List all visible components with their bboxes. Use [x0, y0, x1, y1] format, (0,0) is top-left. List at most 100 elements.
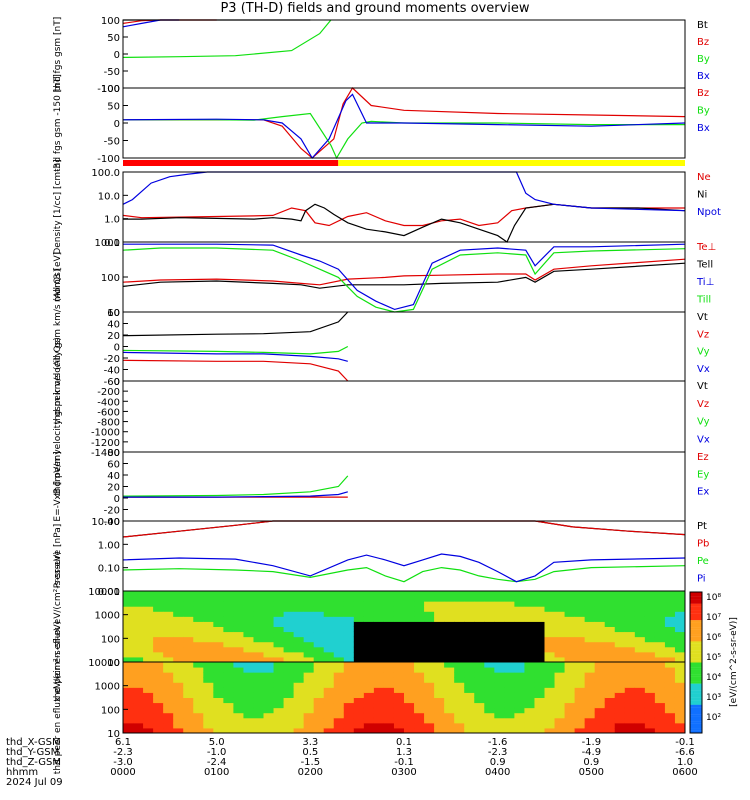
heat-cell [624, 707, 636, 714]
y-tick-label: 100 [101, 16, 120, 27]
heat-cell [353, 646, 365, 653]
heat-cell [203, 682, 214, 688]
heat-cell [604, 611, 616, 617]
heat-cell [183, 606, 194, 612]
heat-cell [584, 611, 596, 617]
heat-cell [454, 692, 465, 698]
heat-cell [243, 616, 254, 622]
heat-cell [624, 667, 636, 673]
heat-cell [444, 677, 455, 683]
heat-cell [634, 717, 646, 724]
heat-cell [634, 606, 646, 612]
heat-cell [263, 591, 275, 597]
heat-cell [343, 596, 355, 602]
heat-cell [514, 646, 525, 653]
heat-cell [424, 621, 435, 627]
heat-cell [474, 631, 485, 638]
heat-cell [514, 707, 525, 714]
heat-cell [594, 682, 606, 688]
heat-cell [203, 631, 214, 638]
heat-cell [484, 596, 495, 602]
heat-cell [574, 662, 586, 668]
y-tick-label: 1000 [95, 238, 120, 249]
heat-cell [644, 616, 656, 622]
heat-cell [223, 682, 234, 688]
heat-cell [574, 667, 586, 673]
heat-cell [584, 712, 596, 719]
heat-cell [484, 636, 495, 643]
heat-cell [293, 697, 305, 704]
heat-cell [353, 641, 365, 648]
heat-cell [143, 641, 154, 648]
heat-cell [544, 601, 556, 607]
heat-cell [674, 722, 686, 729]
heat-cell [584, 727, 596, 734]
heat-cell [634, 601, 646, 607]
heat-cell [514, 727, 525, 734]
heat-cell [624, 596, 636, 602]
heat-cell [664, 727, 676, 734]
heat-cell [173, 692, 184, 698]
heat-cell [554, 621, 566, 627]
heat-cell [293, 596, 305, 602]
heat-cell [454, 722, 465, 729]
heat-cell [514, 641, 525, 648]
heat-cell [534, 717, 545, 724]
heat-cell [193, 606, 204, 612]
heat-cell [564, 596, 576, 602]
heat-cell [434, 606, 445, 612]
y-tick-label: 1000 [95, 682, 120, 693]
colorbar-segment [690, 653, 702, 656]
y-tick-label: 100 [101, 273, 120, 284]
heat-cell [253, 677, 264, 683]
heat-cell [143, 616, 154, 622]
heat-cell [484, 616, 495, 622]
heat-cell [434, 722, 445, 729]
heat-cell [444, 591, 455, 597]
heat-cell [303, 631, 315, 638]
heat-cell [424, 722, 435, 729]
heat-cell [594, 687, 606, 693]
heat-cell [253, 682, 264, 688]
heat-cell [293, 717, 305, 724]
heat-cell [163, 591, 174, 597]
heat-cell [624, 641, 636, 648]
heat-cell [464, 606, 475, 612]
heat-cell [293, 626, 305, 633]
heat-cell [233, 677, 244, 683]
heat-cell [263, 646, 275, 653]
heat-cell [434, 636, 445, 643]
heat-cell [554, 596, 566, 602]
heat-cell [363, 662, 375, 668]
heat-cell [674, 712, 686, 719]
heat-cell [293, 677, 305, 683]
heat-cell [664, 707, 676, 714]
heat-cell [564, 646, 576, 653]
heat-cell [554, 662, 566, 668]
heat-cell [604, 722, 616, 729]
heat-cell [504, 702, 515, 709]
heat-cell [163, 626, 174, 633]
heat-cell [484, 697, 495, 704]
heat-cell [313, 641, 325, 648]
heat-cell [393, 662, 405, 668]
heat-cell [213, 677, 224, 683]
heat-cell [674, 631, 686, 638]
heat-cell [444, 672, 455, 678]
heat-cell [153, 727, 164, 734]
heat-cell [343, 621, 355, 627]
heat-cell [283, 596, 295, 602]
colorbar-segment [690, 662, 702, 665]
heat-cell [183, 702, 194, 709]
heat-cell [624, 677, 636, 683]
heat-cell [203, 651, 214, 658]
heat-cell [203, 641, 214, 648]
heat-cell [654, 727, 666, 734]
heat-cell [333, 687, 345, 693]
heat-cell [383, 606, 395, 612]
heat-cell [514, 656, 525, 663]
heat-cell [674, 621, 686, 627]
heat-cell [634, 702, 646, 709]
heat-cell [634, 621, 646, 627]
heat-cell [474, 606, 485, 612]
